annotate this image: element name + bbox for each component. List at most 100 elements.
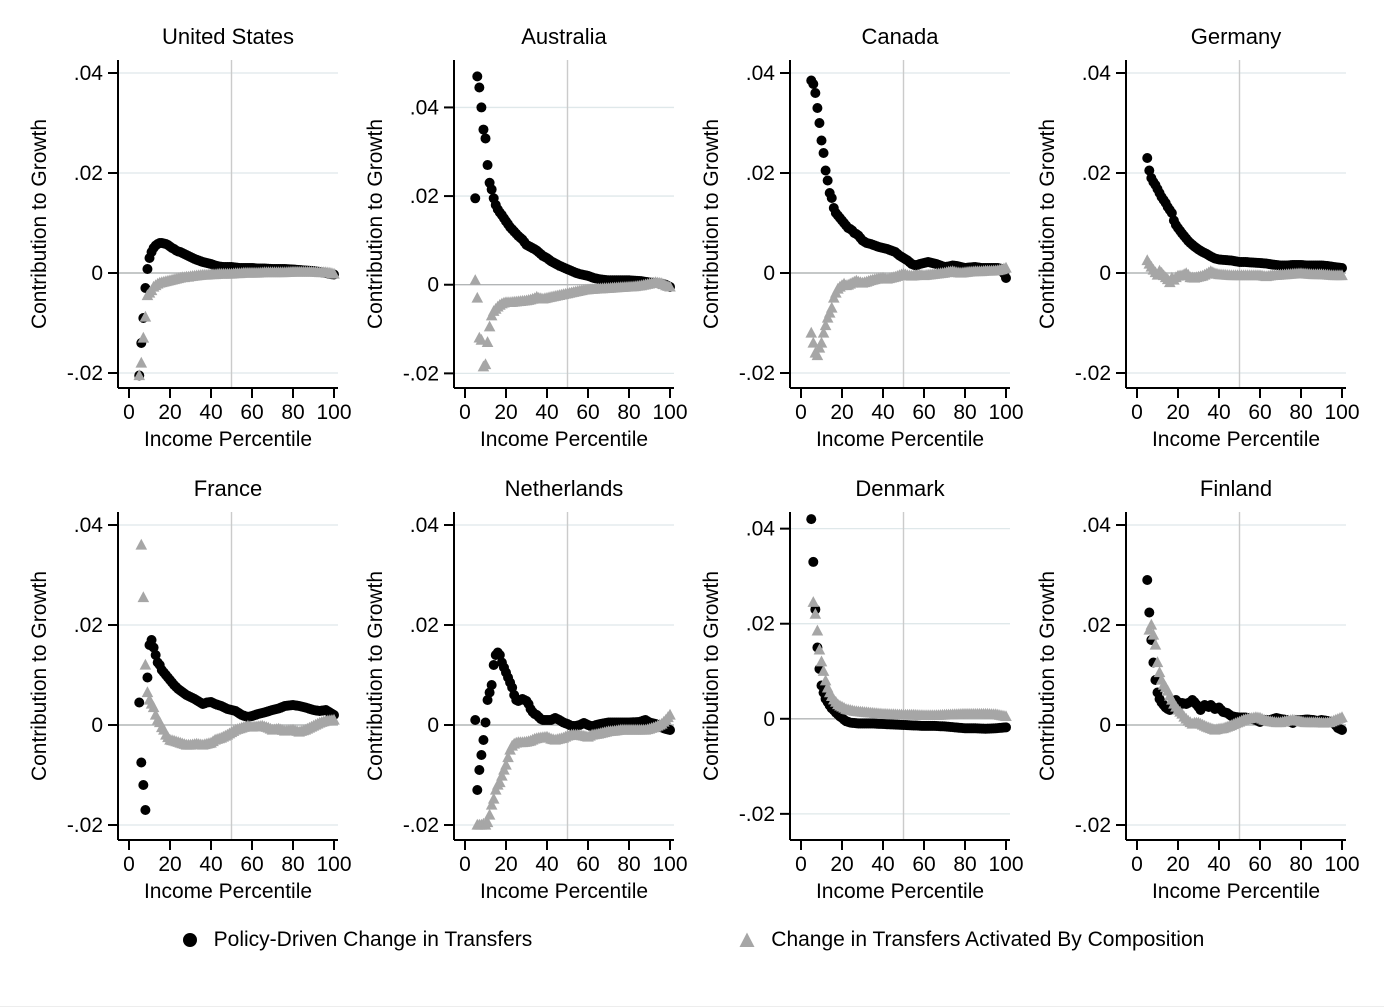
- svg-text:.04: .04: [74, 62, 104, 85]
- chart-panel: .04 .02 0 -.02 0 20 40 60 80 100 Netherlands Contri…: [364, 476, 688, 903]
- chart-panel: .04 .02 0 -.02 0 20 40 60 80 100 Germany Contributi…: [1036, 24, 1360, 451]
- svg-text:0: 0: [1131, 401, 1143, 424]
- y-axis-label: Contribution to Growth: [1036, 119, 1059, 329]
- svg-text:0: 0: [91, 714, 103, 737]
- series-circle-markers: [134, 238, 339, 381]
- x-axis-label: Income Percentile: [480, 880, 648, 903]
- svg-text:-.02: -.02: [67, 362, 103, 385]
- svg-text:40: 40: [1207, 401, 1230, 424]
- svg-text:60: 60: [912, 401, 935, 424]
- series-triangle-markers: [135, 538, 340, 750]
- series-triangle-markers: [1141, 254, 1348, 288]
- y-axis-label: Contribution to Growth: [364, 119, 387, 329]
- legend-label: Policy-Driven Change in Transfers: [213, 928, 533, 951]
- panel-title: France: [194, 476, 262, 501]
- svg-text:0: 0: [763, 708, 775, 731]
- svg-text:0: 0: [459, 853, 471, 876]
- svg-text:40: 40: [871, 853, 894, 876]
- svg-text:20: 20: [830, 853, 853, 876]
- y-axis: .04 .02 0 -.02: [1075, 514, 1126, 837]
- series-triangle-markers: [807, 596, 1012, 722]
- svg-text:40: 40: [871, 401, 894, 424]
- svg-text:100: 100: [1324, 853, 1359, 876]
- svg-text:0: 0: [1099, 714, 1111, 737]
- y-axis-label: Contribution to Growth: [28, 119, 51, 329]
- svg-text:40: 40: [199, 401, 222, 424]
- svg-text:0: 0: [427, 714, 439, 737]
- gridlines: [1126, 72, 1346, 374]
- y-axis: .04 .02 0 -.02: [1075, 62, 1126, 385]
- svg-text:80: 80: [953, 401, 976, 424]
- svg-text:20: 20: [1166, 401, 1189, 424]
- legend-circle-icon: [182, 933, 197, 947]
- series-circle-markers: [470, 71, 675, 292]
- series-circle-markers: [1142, 153, 1347, 273]
- svg-text:.04: .04: [746, 518, 776, 541]
- chart-panel: .04 .02 0 -.02 0 20 40 60 80 100 Denmark Contributi…: [700, 476, 1024, 903]
- svg-text:0: 0: [1131, 853, 1143, 876]
- svg-text:0: 0: [123, 853, 135, 876]
- legend: Policy-Driven Change in Transfers Change…: [0, 928, 1384, 952]
- svg-text:60: 60: [576, 853, 599, 876]
- svg-text:100: 100: [652, 401, 687, 424]
- svg-text:-.02: -.02: [1075, 814, 1111, 837]
- svg-text:.02: .02: [746, 613, 775, 636]
- axis-lines: [1125, 512, 1346, 841]
- svg-text:-.02: -.02: [403, 362, 439, 385]
- svg-text:80: 80: [1289, 853, 1312, 876]
- chart-panel: .04 .02 0 -.02 0 20 40 60 80 100 Canada Contributio…: [700, 24, 1024, 451]
- svg-text:80: 80: [281, 853, 304, 876]
- svg-text:-.02: -.02: [739, 362, 775, 385]
- x-axis-label: Income Percentile: [1152, 880, 1320, 903]
- x-axis: 0 20 40 60 80 100: [123, 840, 352, 876]
- svg-text:80: 80: [281, 401, 304, 424]
- x-axis-label: Income Percentile: [144, 880, 312, 903]
- x-axis: 0 20 40 60 80 100: [123, 388, 352, 424]
- x-axis-label: Income Percentile: [144, 428, 312, 451]
- svg-text:0: 0: [123, 401, 135, 424]
- svg-text:20: 20: [158, 401, 181, 424]
- y-axis: .04 .02 0 -.02: [67, 514, 118, 837]
- svg-text:-.02: -.02: [67, 814, 103, 837]
- y-axis-label: Contribution to Growth: [28, 571, 51, 781]
- gridlines: [1126, 524, 1346, 826]
- svg-text:.04: .04: [410, 514, 440, 537]
- y-axis-label: Contribution to Growth: [1036, 571, 1059, 781]
- svg-text:20: 20: [1166, 853, 1189, 876]
- x-axis: 0 20 40 60 80 100: [1131, 840, 1360, 876]
- svg-text:100: 100: [988, 853, 1023, 876]
- gridlines: [454, 106, 674, 375]
- svg-text:80: 80: [953, 853, 976, 876]
- svg-text:20: 20: [830, 401, 853, 424]
- svg-text:.02: .02: [1082, 162, 1111, 185]
- series-circle-markers: [806, 75, 1011, 283]
- svg-text:.04: .04: [410, 96, 440, 119]
- panel-title: Netherlands: [505, 476, 624, 501]
- legend-item-policy-driven: Policy-Driven Change in Transfers: [180, 928, 533, 952]
- series-triangle-markers: [805, 261, 1012, 361]
- svg-text:80: 80: [1289, 401, 1312, 424]
- svg-text:0: 0: [91, 262, 103, 285]
- gridlines: [118, 72, 338, 374]
- series-triangle-markers: [133, 265, 340, 381]
- svg-text:60: 60: [240, 401, 263, 424]
- chart-panel: .04 .02 0 -.02 0 20 40 60 80 100 Australia Contribu…: [364, 24, 688, 451]
- axis-lines: [453, 60, 674, 389]
- svg-text:.02: .02: [410, 185, 439, 208]
- gridlines: [454, 524, 674, 826]
- svg-text:0: 0: [763, 262, 775, 285]
- svg-text:60: 60: [1248, 401, 1271, 424]
- svg-text:40: 40: [535, 853, 558, 876]
- svg-text:100: 100: [1324, 401, 1359, 424]
- panel-title: Germany: [1191, 24, 1281, 49]
- panel-grid: .04 .02 0 -.02 0 20 40 60 80 100 United States Cont…: [28, 24, 1360, 903]
- svg-text:100: 100: [652, 853, 687, 876]
- x-axis: 0 20 40 60 80 100: [1131, 388, 1360, 424]
- gridlines: [118, 524, 338, 826]
- svg-text:40: 40: [199, 853, 222, 876]
- y-axis: .04 .02 0 -.02: [403, 96, 454, 385]
- svg-text:0: 0: [795, 401, 807, 424]
- series-circle-markers: [134, 635, 339, 815]
- svg-text:20: 20: [494, 401, 517, 424]
- panel-title: Canada: [861, 24, 939, 49]
